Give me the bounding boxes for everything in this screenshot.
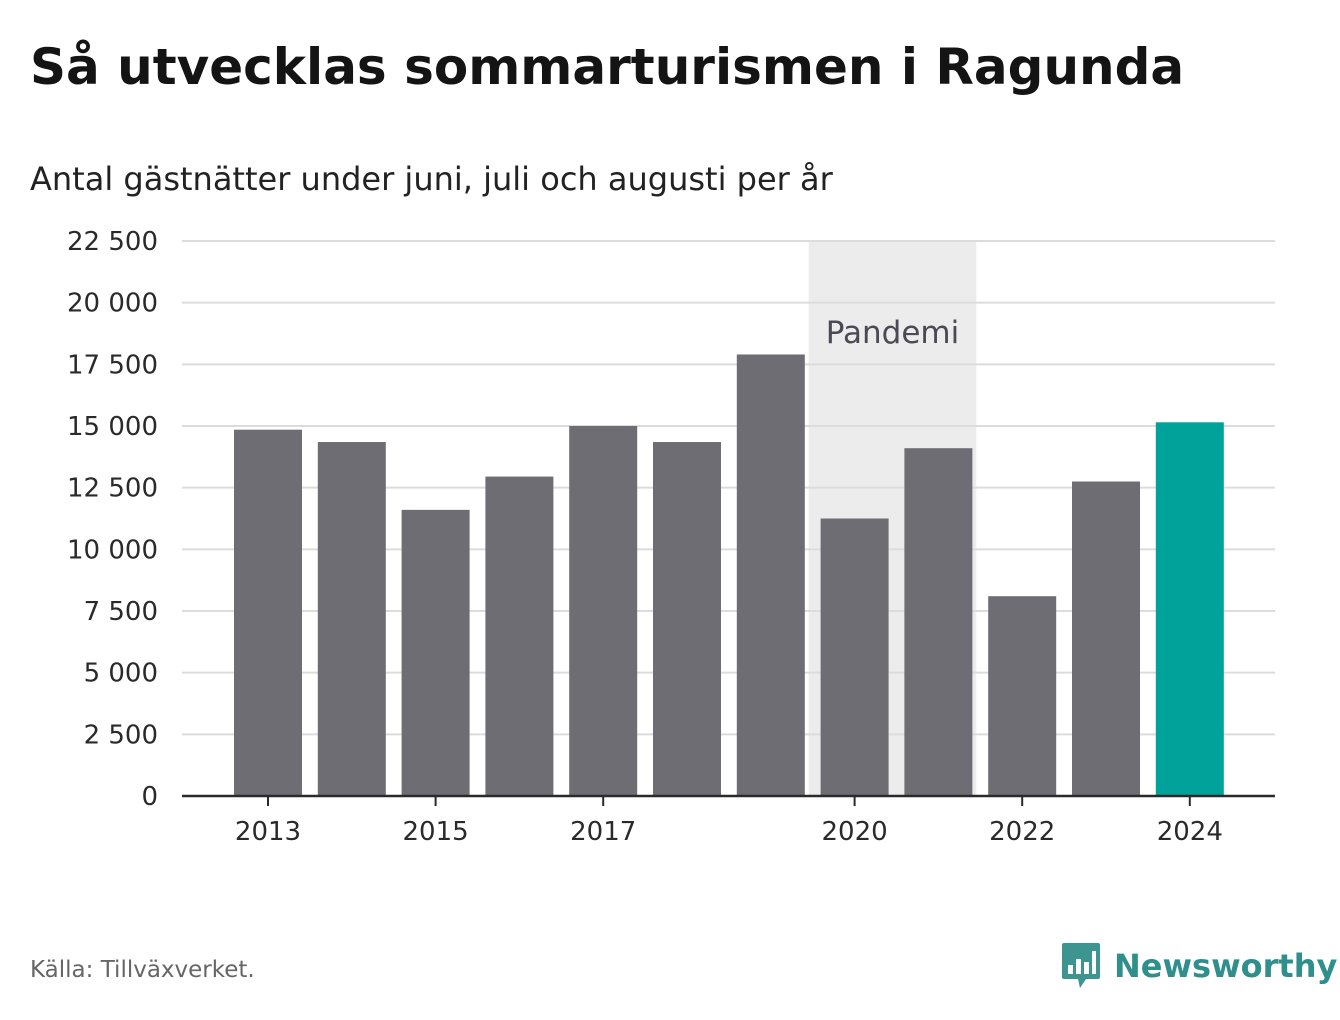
chart-title: Så utvecklas sommarturismen i Ragunda [30, 38, 1185, 96]
bar-2020 [820, 518, 889, 796]
brand-name: Newsworthy [1114, 947, 1338, 985]
bar-2016 [485, 476, 554, 796]
bar-2021 [904, 448, 973, 796]
bar-chart-speech-bubble-icon [1062, 943, 1100, 988]
y-tick-label: 0 [141, 782, 158, 812]
x-tick-label: 2017 [570, 817, 636, 847]
source-note: Källa: Tillväxverket. [30, 957, 255, 983]
bar-2018 [653, 442, 721, 796]
axes: 2013 2015 2017 2020 2022 2024 [182, 794, 1275, 847]
x-tick-label: 2024 [1157, 817, 1223, 847]
y-tick-label: 2 500 [84, 720, 158, 750]
bar-2013 [234, 429, 302, 796]
y-tick-label: 15 000 [67, 412, 158, 442]
y-tick-label: 17 500 [67, 350, 158, 380]
y-tick-label: 5 000 [84, 659, 158, 689]
bar-2019 [736, 354, 805, 796]
bar-2017 [569, 426, 638, 796]
y-tick-label: 12 500 [67, 474, 158, 504]
newsworthy-logo: Newsworthy [1060, 940, 1337, 992]
x-tick-label: 2020 [822, 817, 888, 847]
bars [234, 354, 1224, 796]
y-tick-label: 10 000 [67, 535, 158, 565]
bar-2024 [1155, 422, 1224, 796]
bar-2014 [317, 442, 386, 796]
bar-2023 [1072, 481, 1140, 796]
bar-2022 [988, 596, 1057, 796]
chart-subtitle: Antal gästnätter under juni, juli och au… [30, 160, 833, 198]
bar-chart: Pandemi 0 2 500 5 000 7 500 10 000 12 500 15 0… [67, 227, 1275, 847]
bar-2015 [401, 509, 470, 796]
y-tick-label: 20 000 [67, 289, 158, 319]
x-tick-label: 2015 [403, 817, 469, 847]
y-tick-label: 22 500 [67, 227, 158, 257]
x-tick-label: 2022 [989, 817, 1055, 847]
x-tick-label: 2013 [235, 817, 301, 847]
y-tick-label: 7 500 [84, 597, 158, 627]
pandemic-label: Pandemi [826, 315, 960, 351]
